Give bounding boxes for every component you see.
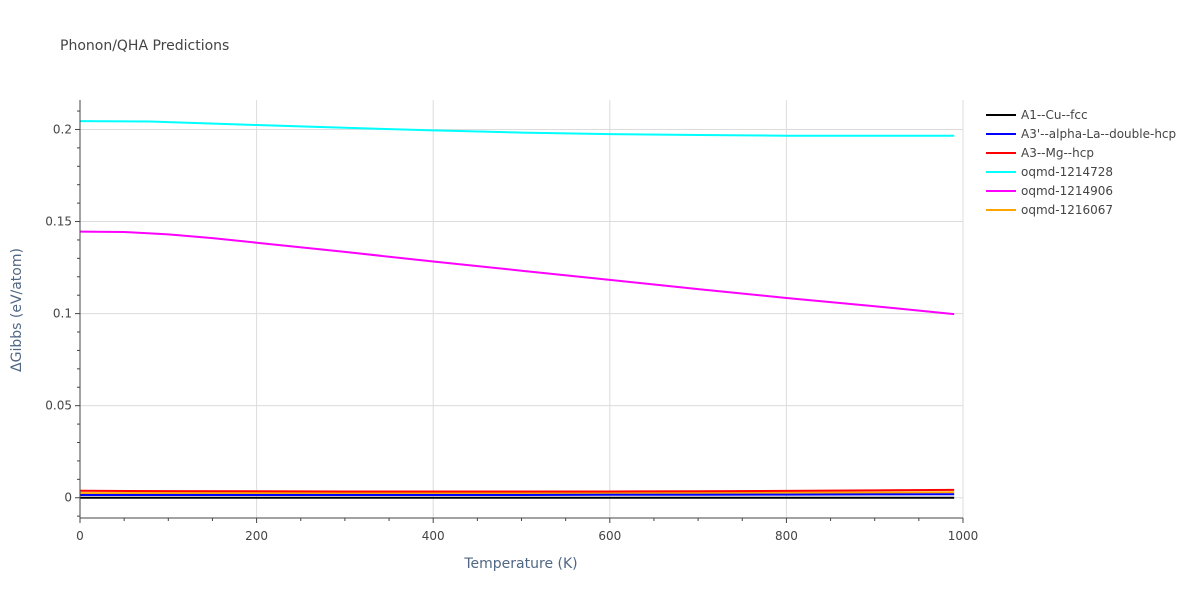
- y-axis-title: ΔGibbs (eV/atom): [9, 248, 25, 372]
- x-axis-title: Temperature (K): [463, 556, 577, 572]
- legend-label: A1--Cu--fcc: [1021, 108, 1088, 122]
- legend-item[interactable]: A3--Mg--hcp: [986, 146, 1094, 160]
- legend-label: oqmd-1216067: [1021, 203, 1113, 217]
- y-tick-label: 0.15: [45, 215, 72, 229]
- y-tick-label: 0: [64, 491, 72, 505]
- y-tick-label: 0.05: [45, 399, 72, 413]
- series-line-oqmd-1214728: [79, 120, 955, 137]
- legend-label: oqmd-1214906: [1021, 184, 1113, 198]
- plot-area: [79, 120, 955, 499]
- grid: [80, 100, 964, 518]
- series-line-a3-alpha-la-double-hcp: [80, 493, 955, 496]
- x-axis-ticks: 0 200 400 600 800 1000: [76, 529, 978, 543]
- x-tick-label: 800: [775, 529, 798, 543]
- y-tick-label: 0.1: [53, 307, 72, 321]
- legend-item[interactable]: A3'--alpha-La--double-hcp: [986, 127, 1176, 141]
- x-tick-label: 600: [598, 529, 621, 543]
- legend-item[interactable]: oqmd-1214728: [986, 165, 1113, 179]
- x-tick-label: 0: [76, 529, 84, 543]
- legend-label: A3--Mg--hcp: [1021, 146, 1094, 160]
- series-line-oqmd-1214906: [79, 230, 955, 316]
- chart-title: Phonon/QHA Predictions: [60, 38, 229, 54]
- series-line-oqmd-1216067: [80, 491, 955, 495]
- axes: [75, 100, 964, 523]
- legend-item[interactable]: oqmd-1214906: [986, 184, 1113, 198]
- y-tick-label: 0.2: [53, 122, 72, 136]
- x-tick-label: 1000: [948, 529, 979, 543]
- x-tick-label: 400: [422, 529, 445, 543]
- series-line-a3-mg-hcp: [79, 488, 955, 493]
- legend-label: A3'--alpha-La--double-hcp: [1021, 127, 1176, 141]
- legend: A1--Cu--fcc A3'--alpha-La--double-hcp A3--…: [986, 108, 1176, 217]
- legend-label: oqmd-1214728: [1021, 165, 1113, 179]
- x-tick-label: 200: [245, 529, 268, 543]
- legend-item[interactable]: A1--Cu--fcc: [986, 108, 1088, 122]
- y-axis-ticks: 0 0.05 0.1 0.15 0.2: [45, 122, 72, 504]
- legend-item[interactable]: oqmd-1216067: [986, 203, 1113, 217]
